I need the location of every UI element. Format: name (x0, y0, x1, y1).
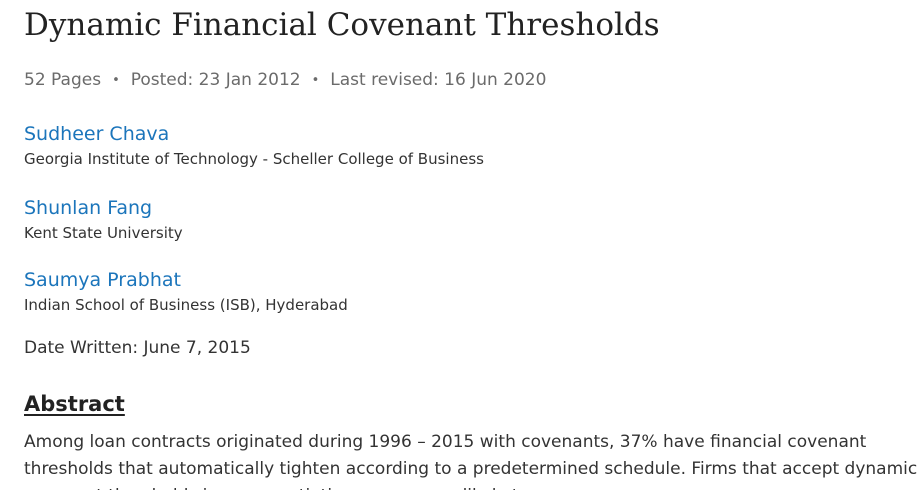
meta-separator: • (112, 73, 120, 88)
paper-page: Dynamic Financial Covenant Thresholds 52… (24, 0, 920, 490)
paper-meta: 52 Pages • Posted: 23 Jan 2012 • Last revise… (24, 68, 546, 93)
abstract-text: Among loan contracts originated during 1… (24, 432, 918, 490)
revised-date: Last revised: 16 Jun 2020 (330, 70, 547, 90)
author-link[interactable]: Sudheer Chava (24, 123, 170, 145)
paper-title: Dynamic Financial Covenant Thresholds (24, 7, 660, 43)
abstract-heading: Abstract (24, 392, 125, 416)
page-count: 52 Pages (24, 70, 102, 90)
posted-date: Posted: 23 Jan 2012 (130, 70, 301, 90)
author-affiliation: Georgia Institute of Technology - Schell… (24, 150, 484, 168)
author-block: Shunlan Fang Kent State University (24, 195, 183, 243)
author-block: Saumya Prabhat Indian School of Business… (24, 267, 348, 315)
author-affiliation: Indian School of Business (ISB), Hyderab… (24, 296, 348, 314)
author-affiliation: Kent State University (24, 224, 183, 242)
author-block: Sudheer Chava Georgia Institute of Techn… (24, 121, 484, 169)
author-link[interactable]: Shunlan Fang (24, 197, 153, 219)
meta-separator: • (311, 73, 320, 88)
author-link[interactable]: Saumya Prabhat (24, 269, 181, 291)
date-written: Date Written: June 7, 2015 (24, 338, 251, 358)
